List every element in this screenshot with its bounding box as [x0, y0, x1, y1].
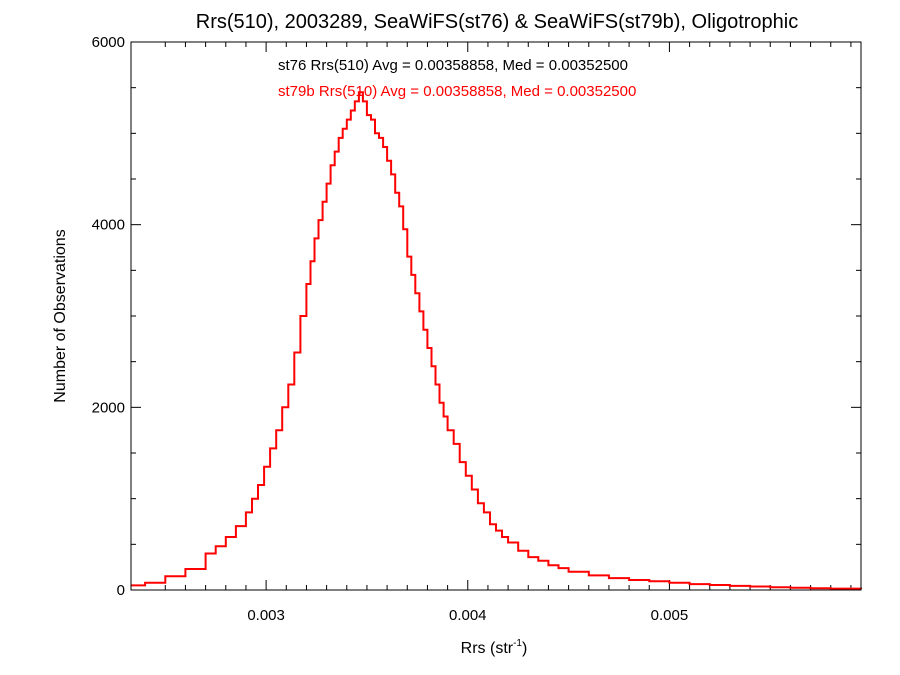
x-axis-label-base: Rrs (str	[461, 640, 514, 657]
x-tick-label: 0.004	[449, 607, 487, 624]
series-line-rrs510	[131, 91, 862, 590]
x-tick-label: 0.003	[247, 607, 285, 624]
annotation-st79b: st79b Rrs(510) Avg = 0.00358858, Med = 0…	[278, 83, 636, 100]
y-tick-label: 4000	[92, 217, 125, 234]
x-axis-label-sup: -1	[513, 638, 522, 649]
plot-frame	[130, 41, 862, 591]
x-axis-label-tail: )	[522, 640, 527, 657]
y-axis-label: Number of Observations	[52, 229, 69, 402]
y-tick-label: 0	[117, 582, 125, 599]
x-axis-label: Rrs (str-1)	[461, 638, 528, 657]
y-tick-label: 6000	[92, 34, 125, 51]
x-tick-label: 0.005	[651, 607, 689, 624]
chart-title: Rrs(510), 2003289, SeaWiFS(st76) & SeaWi…	[196, 11, 798, 33]
y-tick-label: 2000	[92, 399, 125, 416]
annotation-st76: st76 Rrs(510) Avg = 0.00358858, Med = 0.…	[278, 57, 628, 74]
